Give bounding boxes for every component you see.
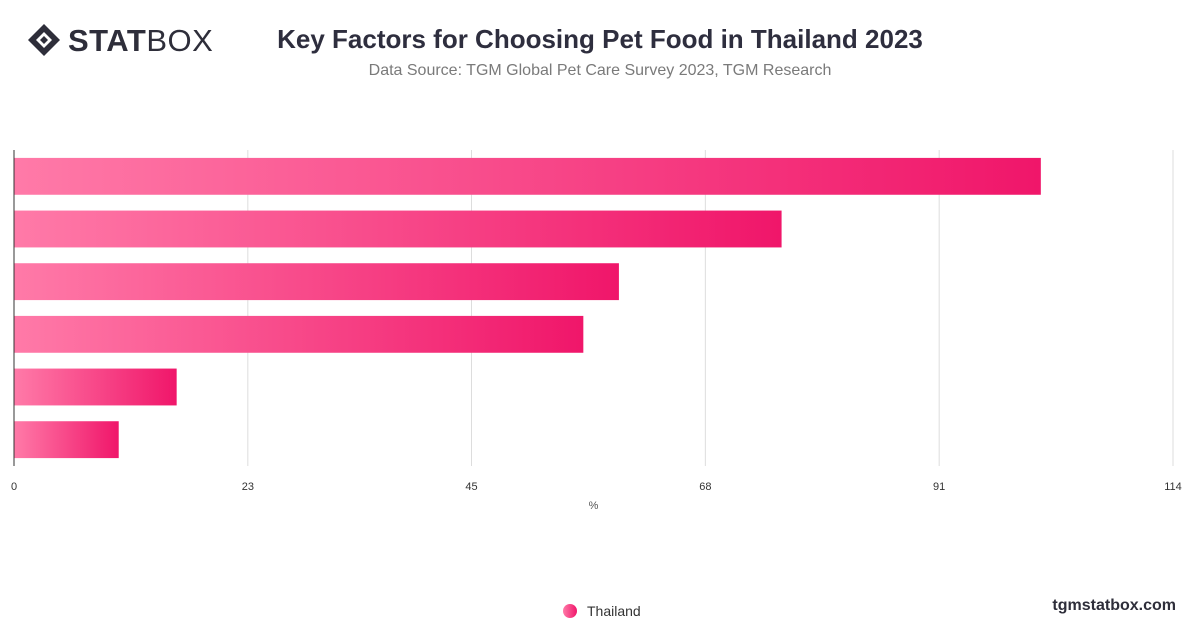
- diamond-logo-icon: [28, 24, 60, 56]
- chart-title: Key Factors for Choosing Pet Food in Tha…: [277, 24, 923, 54]
- logo-text-light: BOX: [146, 22, 214, 58]
- x-tick-label: 91: [933, 481, 945, 493]
- legend-marker: [563, 604, 577, 618]
- x-axis-title: %: [589, 500, 599, 512]
- bar: [14, 368, 177, 406]
- bar: [14, 263, 619, 301]
- logo-text-strong: STAT: [68, 22, 147, 58]
- x-tick-label: 68: [699, 481, 711, 493]
- bar: [14, 157, 1041, 195]
- site-url: tgmstatbox.com: [1052, 597, 1176, 614]
- x-tick-label: 45: [465, 481, 477, 493]
- legend-label: Thailand: [587, 603, 641, 619]
- legend[interactable]: Thailand: [563, 603, 641, 619]
- x-tick-label: 0: [11, 481, 17, 493]
- bar: [14, 210, 782, 248]
- logo-wordmark: STATBOX: [68, 25, 213, 56]
- x-tick-label: 114: [1164, 481, 1182, 493]
- bar-chart: 0 23 45 68 91 114%: [11, 150, 1182, 512]
- bar: [14, 315, 584, 353]
- bar: [14, 421, 119, 459]
- chart-subtitle: Data Source: TGM Global Pet Care Survey …: [368, 62, 832, 79]
- x-tick-label: 23: [242, 481, 254, 493]
- statbox-logo: STATBOX: [26, 22, 213, 58]
